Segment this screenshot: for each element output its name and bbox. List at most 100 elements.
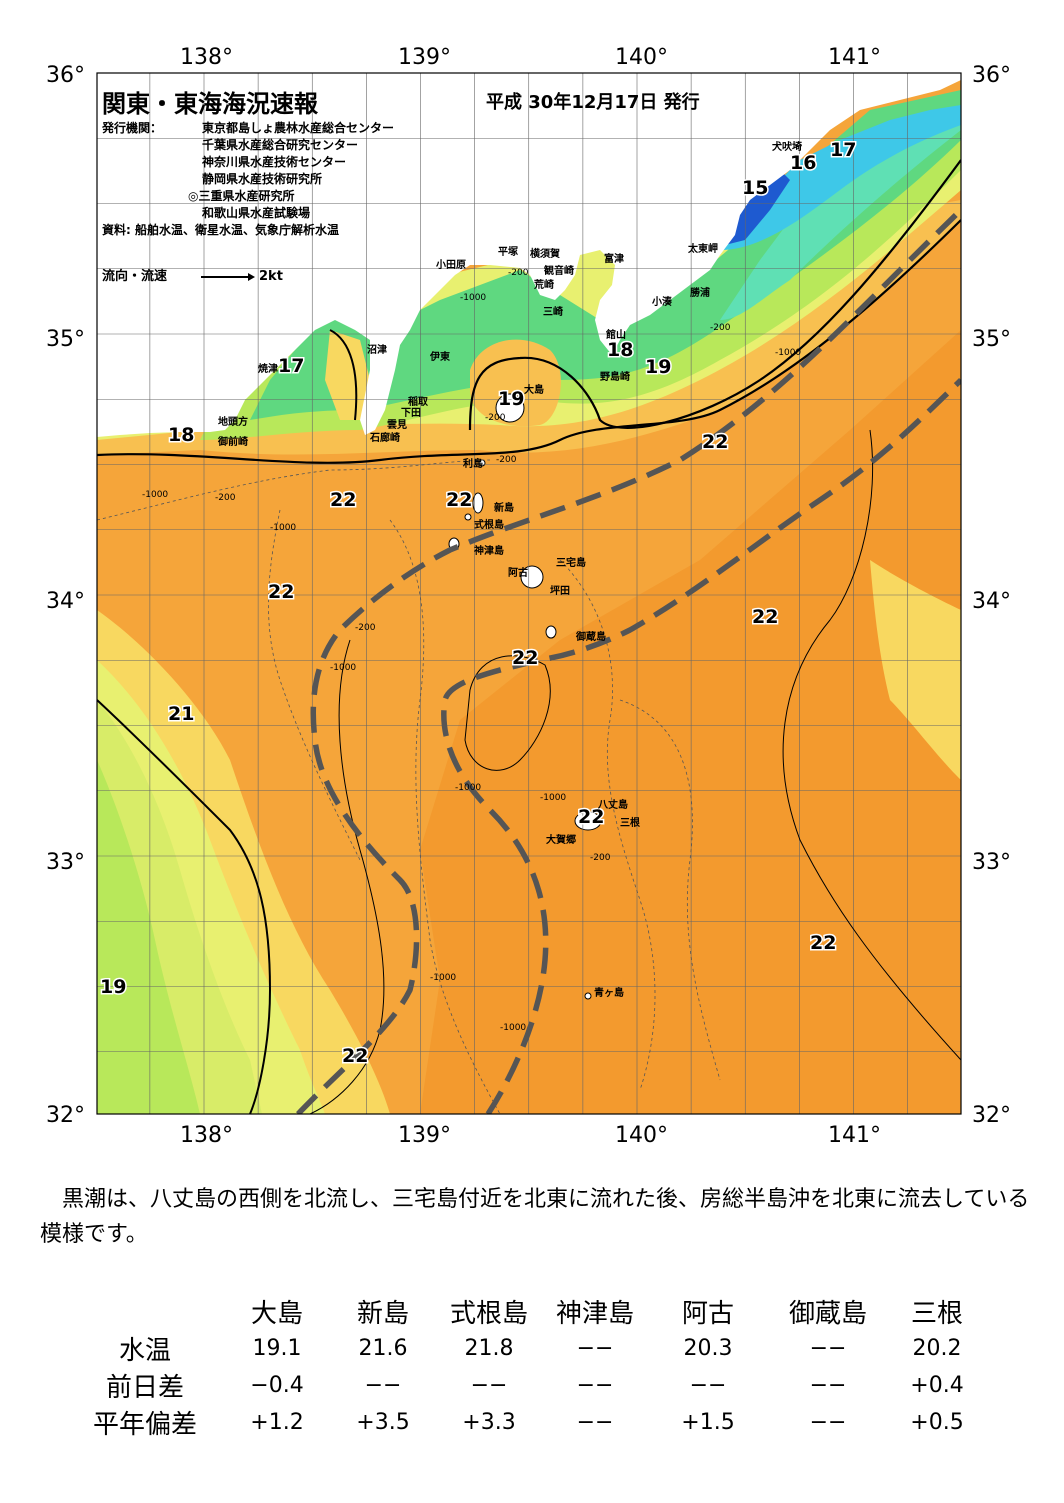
table-cell: −− — [809, 1410, 847, 1435]
table-row: 水温 19.1 21.6 21.8 −− 20.3 −− 20.2 — [66, 1330, 986, 1367]
table-cell: 20.3 — [683, 1336, 733, 1361]
place-name: 坪田 — [550, 584, 570, 597]
station-header: 式根島 — [449, 1298, 528, 1329]
place-name: 犬吠埼 — [772, 140, 802, 153]
table-cell: +3.5 — [356, 1410, 410, 1435]
table-cell: −− — [470, 1373, 508, 1398]
place-name: 三根 — [620, 816, 640, 829]
table-cell: −− — [364, 1373, 402, 1398]
kuroshio-comment: 黒潮は、八丈島の西側を北流し、三宅島付近を北東に流れた後、房総半島沖を北東に流去… — [40, 1187, 1030, 1247]
depth-label: -1000 — [540, 793, 566, 803]
table-cell: −− — [576, 1336, 614, 1361]
place-name: 三崎 — [543, 305, 563, 318]
isotherm-label: 19 — [645, 356, 671, 378]
depth-label: -1000 — [460, 293, 486, 303]
place-name: 利島 — [463, 457, 483, 470]
table-cell: 19.1 — [252, 1336, 302, 1361]
station-header: 御蔵島 — [788, 1298, 867, 1329]
lat-label: 33° — [46, 850, 85, 875]
table-row: 平年偏差 +1.2 +3.5 +3.3 −− +1.5 −− +0.5 — [66, 1404, 986, 1441]
issuer: ◎三重県水産研究所 — [188, 189, 295, 203]
place-name: 館山 — [605, 328, 626, 341]
kuroshio-axis — [296, 208, 961, 1114]
lat-label: 33° — [972, 850, 1011, 875]
place-name: 沼津 — [367, 343, 387, 356]
sea-temperature-map: 138° 139° 140° 141° 138° 139° 140° 141° … — [46, 45, 1011, 1148]
longitude-labels-bottom: 138° 139° 140° 141° — [180, 1123, 881, 1148]
isotherm-label: 22 — [810, 932, 836, 954]
isotherm-label: 22 — [330, 489, 356, 511]
isotherm-label: 17 — [830, 139, 856, 161]
table-cell: +0.5 — [910, 1410, 964, 1435]
issuers-block: 発行機関： 東京都島しょ農林水産総合センター 千葉県水産総合研究センター 神奈川県… — [102, 120, 394, 239]
issuer: 千葉県水産総合研究センター — [202, 138, 359, 152]
lat-label: 32° — [46, 1103, 85, 1128]
lon-label: 138° — [180, 45, 233, 70]
depth-labels: -1000 -200 -1000 -200 -1000 -200 -1000 -… — [142, 268, 801, 1033]
place-name: 平塚 — [498, 245, 518, 258]
lat-label: 35° — [46, 327, 85, 352]
place-name: 地頭方 — [218, 415, 248, 428]
place-name: 下田 — [401, 407, 421, 419]
table-row: 前日差 −0.4 −− −− −− −− −− +0.4 — [66, 1367, 986, 1404]
place-name: 御前崎 — [217, 435, 248, 448]
isotherm-label: 22 — [702, 431, 728, 453]
lon-label: 139° — [398, 45, 451, 70]
table-cell: 21.8 — [464, 1336, 514, 1361]
map-title: 関東・東海海況速報 — [102, 90, 318, 118]
place-name: 横須賀 — [530, 247, 560, 260]
isotherm-label: 19 — [498, 388, 524, 410]
flow-legend-unit: 2kt — [259, 269, 283, 284]
depth-contours — [97, 459, 721, 1114]
table-cell: +1.5 — [681, 1410, 735, 1435]
depth-label: -200 — [496, 455, 517, 465]
depth-label: -200 — [710, 323, 731, 333]
depth-label: -1000 — [270, 523, 296, 533]
table-cell: +0.4 — [910, 1373, 964, 1398]
row-label: 平年偏差 — [92, 1410, 197, 1440]
station-header: 神津島 — [555, 1298, 634, 1329]
isotherm-label: 22 — [512, 647, 538, 669]
table-cell: −− — [689, 1373, 727, 1398]
lat-label: 36° — [972, 63, 1011, 88]
arrow-icon — [201, 272, 256, 281]
table-cell: −− — [809, 1336, 847, 1361]
issuer: 和歌山県水産試験場 — [202, 206, 311, 220]
place-name: 伊東 — [429, 350, 450, 363]
isotherm-label: 15 — [742, 177, 768, 199]
place-name: 御蔵島 — [575, 630, 606, 643]
place-name: 三宅島 — [556, 556, 586, 569]
depth-label: -1000 — [430, 973, 456, 983]
place-name: 石廊崎 — [369, 431, 400, 444]
lon-label: 141° — [828, 1123, 881, 1148]
station-header: 阿古 — [681, 1298, 734, 1329]
table-cell: +1.2 — [250, 1410, 304, 1435]
isotherm-label: 22 — [578, 806, 604, 828]
lon-label: 140° — [615, 1123, 668, 1148]
table-cell: −− — [576, 1373, 614, 1398]
station-header: 新島 — [356, 1298, 409, 1329]
table-cell: −− — [809, 1373, 847, 1398]
place-names: 小田原 平塚 横須賀 観音崎 富津 荒崎 三崎 太東岬 勝浦 小湊 館山 野島崎… — [217, 140, 802, 999]
station-header: 大島 — [250, 1298, 303, 1329]
depth-label: -1000 — [500, 1023, 526, 1033]
table-cell: −− — [576, 1410, 614, 1435]
place-name: 神津島 — [474, 544, 504, 557]
grid — [97, 73, 961, 1114]
row-label: 水温 — [118, 1336, 171, 1366]
place-name: 小田原 — [435, 258, 466, 271]
lat-label: 32° — [972, 1103, 1011, 1128]
row-label: 前日差 — [105, 1373, 184, 1403]
place-name: 雲見 — [387, 419, 407, 431]
issue-date: 平成 30年12月17日 発行 — [486, 92, 700, 113]
depth-label: -1000 — [142, 490, 168, 500]
depth-label: -1000 — [330, 663, 356, 673]
isotherm-label: 22 — [268, 581, 294, 603]
table-cell: −0.4 — [250, 1373, 304, 1398]
table-header-row: 大島 新島 式根島 神津島 阿古 御蔵島 三根 — [66, 1292, 986, 1330]
station-stats-table: 大島 新島 式根島 神津島 阿古 御蔵島 三根 水温 19.1 21.6 21.… — [66, 1292, 986, 1441]
depth-label: -200 — [508, 268, 529, 278]
place-name: 富津 — [604, 252, 624, 265]
place-name: 太東岬 — [687, 242, 718, 255]
isotherm-labels: 15 16 17 17 18 18 19 19 19 21 22 22 22 2… — [99, 138, 858, 1069]
